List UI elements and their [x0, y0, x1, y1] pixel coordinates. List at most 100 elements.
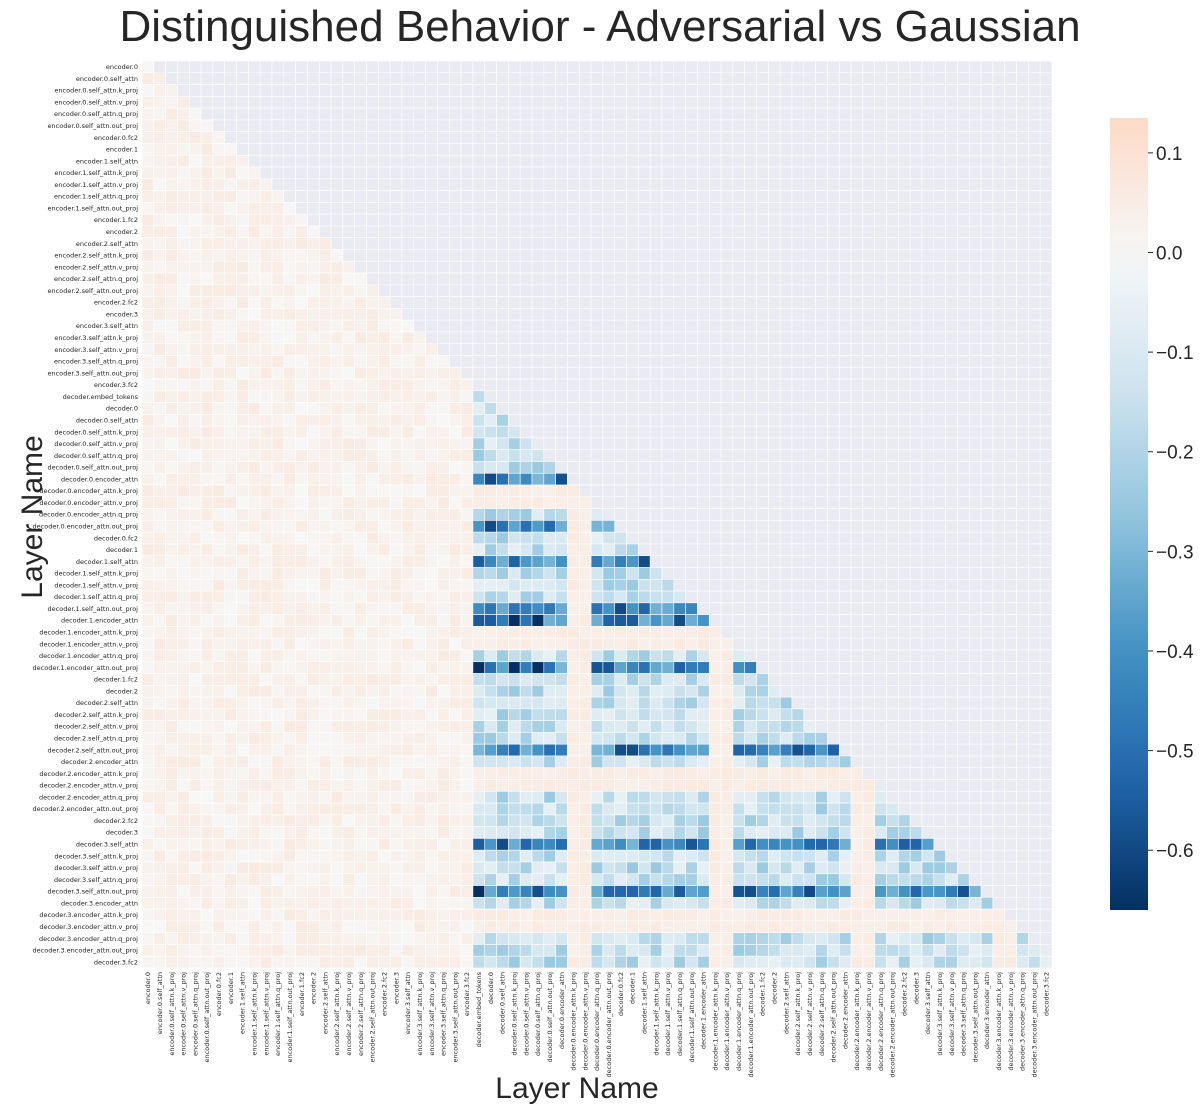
masked-cell [673, 131, 686, 144]
masked-cell [389, 272, 403, 286]
heatmap-cell [248, 390, 261, 403]
masked-cell [661, 484, 675, 498]
heatmap-cell [307, 378, 320, 392]
heatmap-cell [295, 708, 308, 721]
masked-cell [508, 355, 521, 368]
masked-cell [850, 743, 864, 757]
heatmap-cell [437, 684, 450, 698]
masked-cell [354, 166, 367, 180]
masked-cell [874, 366, 887, 380]
masked-cell [1004, 202, 1017, 215]
heatmap-cell [177, 107, 190, 121]
masked-cell [862, 531, 876, 545]
masked-cell [531, 190, 545, 203]
masked-cell [614, 190, 627, 203]
masked-cell [1028, 779, 1041, 792]
heatmap-cell [224, 296, 237, 309]
heatmap-cell [153, 202, 166, 215]
heatmap-cell [378, 425, 391, 439]
heatmap-cell [519, 673, 533, 686]
masked-cell [744, 296, 757, 309]
heatmap-cell [200, 190, 214, 203]
heatmap-cell [413, 684, 426, 698]
heatmap-cell [366, 578, 379, 592]
heatmap-cell [460, 484, 474, 498]
masked-cell [874, 720, 887, 733]
masked-cell [626, 461, 639, 474]
masked-cell [815, 543, 828, 557]
heatmap-cell [590, 684, 604, 698]
masked-cell [318, 143, 332, 156]
masked-cell [980, 96, 994, 109]
masked-cell [448, 284, 462, 297]
heatmap-cell [673, 696, 686, 710]
heatmap-cell [626, 755, 639, 769]
heatmap-cell [141, 720, 155, 733]
heatmap-cell [484, 520, 497, 533]
masked-cell [342, 143, 356, 156]
masked-cell [744, 272, 757, 286]
heatmap-cell [425, 402, 438, 415]
heatmap-cell [460, 496, 474, 509]
masked-cell [1039, 755, 1053, 769]
heatmap-cell [378, 496, 391, 509]
masked-cell [957, 331, 970, 345]
masked-cell [578, 461, 592, 474]
masked-cell [815, 225, 828, 238]
masked-cell [425, 331, 438, 345]
heatmap-cell [141, 366, 155, 380]
heatmap-cell [413, 767, 426, 780]
masked-cell [720, 614, 734, 627]
masked-cell [496, 72, 509, 85]
heatmap-cell [508, 484, 521, 498]
masked-cell [342, 190, 356, 203]
masked-cell [1039, 107, 1053, 121]
heatmap-cell [661, 802, 675, 816]
masked-cell [968, 414, 982, 427]
heatmap-cell [307, 508, 320, 521]
masked-cell [578, 472, 592, 486]
heatmap-cell [567, 543, 580, 557]
masked-cell [1039, 272, 1053, 286]
heatmap-cell [259, 531, 273, 545]
heatmap-cell [638, 779, 651, 792]
heatmap-cell [460, 720, 474, 733]
heatmap-cell [614, 814, 627, 827]
masked-cell [827, 449, 840, 462]
masked-cell [768, 284, 781, 297]
masked-cell [886, 190, 899, 203]
heatmap-cell [330, 802, 344, 816]
heatmap-cell [200, 308, 214, 321]
masked-cell [448, 260, 462, 274]
heatmap-cell [413, 578, 426, 592]
heatmap-cell [259, 331, 273, 345]
masked-cell [1004, 743, 1017, 757]
heatmap-cell [366, 791, 379, 804]
masked-cell [791, 567, 805, 580]
masked-cell [1039, 402, 1053, 415]
heatmap-cell [177, 637, 190, 651]
masked-cell [732, 578, 746, 592]
masked-cell [638, 213, 651, 227]
heatmap-cell [602, 555, 616, 568]
heatmap-cell [815, 814, 828, 827]
masked-cell [980, 343, 994, 356]
masked-cell [342, 213, 356, 227]
masked-cell [626, 520, 639, 533]
masked-cell [389, 249, 403, 262]
masked-cell [602, 366, 616, 380]
masked-cell [720, 308, 734, 321]
heatmap-cell [236, 402, 249, 415]
heatmap-cell [248, 637, 261, 651]
heatmap-cell [460, 390, 474, 403]
masked-cell [378, 190, 391, 203]
masked-cell [732, 308, 746, 321]
heatmap-cell [531, 637, 545, 651]
heatmap-cell [519, 637, 533, 651]
heatmap-cell [307, 543, 320, 557]
heatmap-cell [248, 802, 261, 816]
heatmap-cell [141, 437, 155, 451]
masked-cell [1028, 578, 1041, 592]
masked-cell [555, 366, 568, 380]
heatmap-cell [342, 802, 356, 816]
